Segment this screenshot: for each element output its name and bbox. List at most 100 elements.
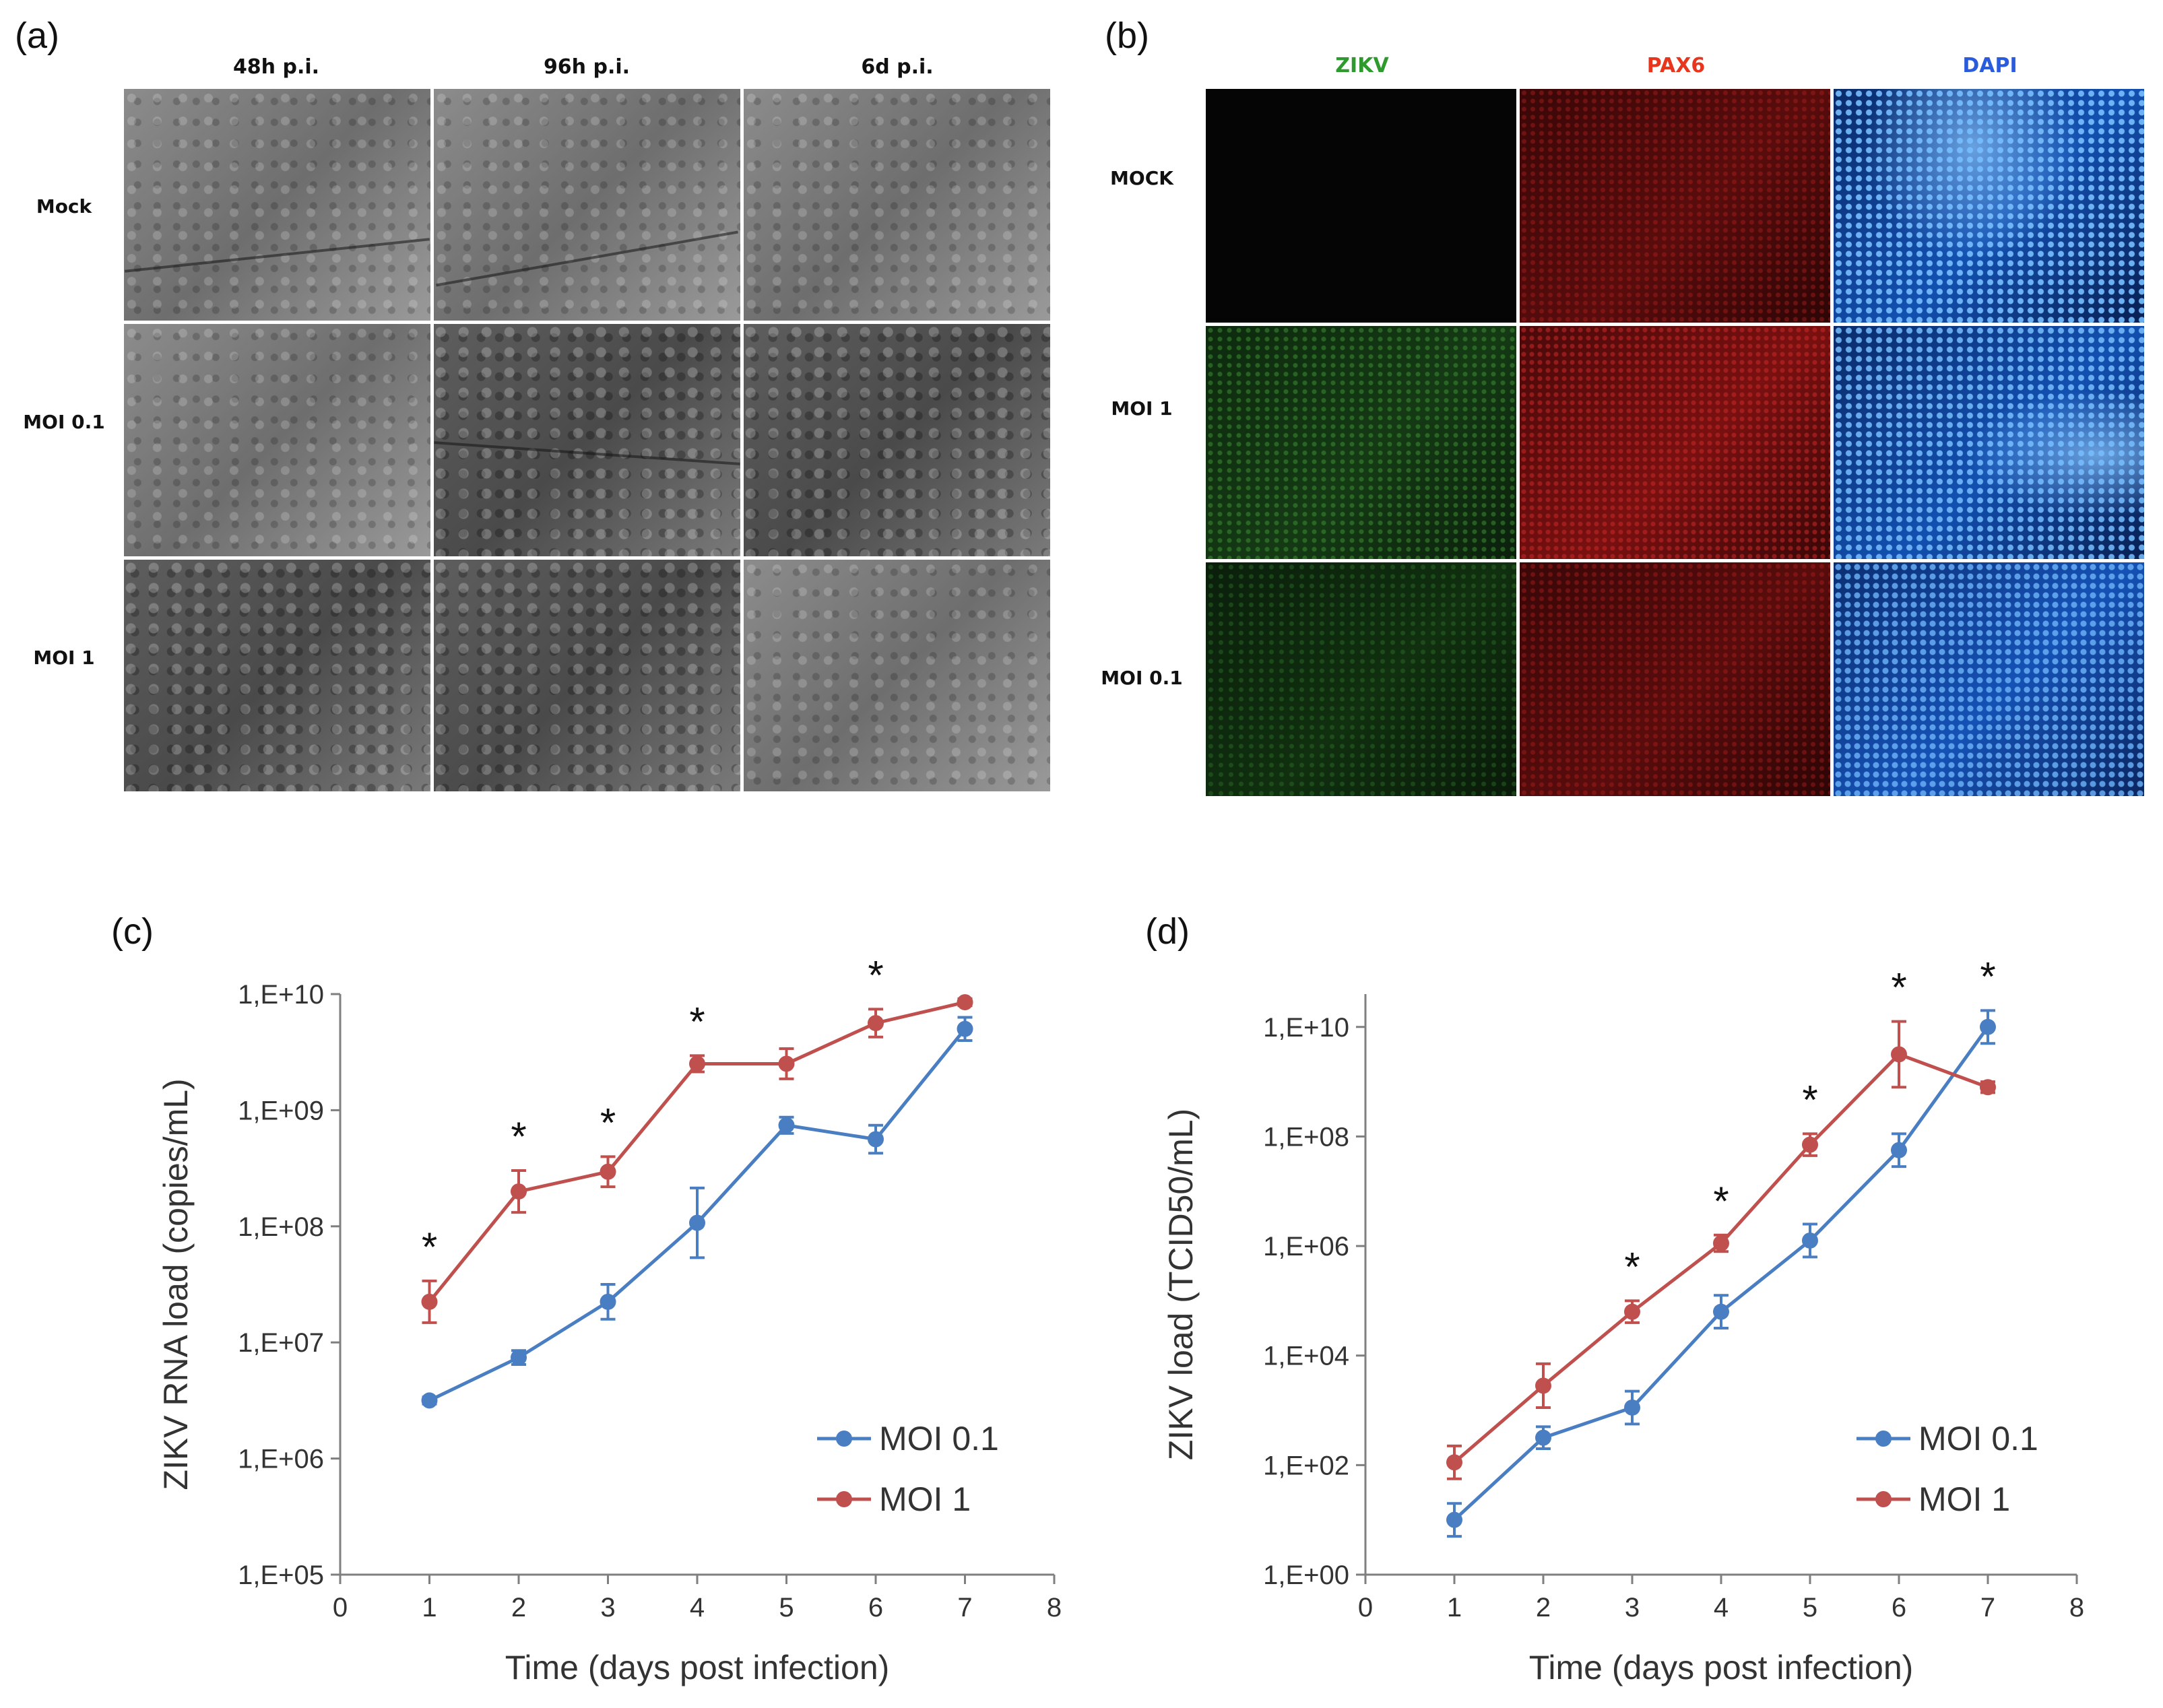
panel-b-col-pax6: PAX6 (1646, 54, 1706, 77)
significance-star: * (511, 1114, 526, 1159)
data-point (957, 1020, 973, 1037)
x-tick-label: 7 (1980, 1593, 1995, 1622)
fluor-moi1-dapi (1834, 325, 2144, 560)
data-point (600, 1163, 616, 1180)
data-point (957, 994, 973, 1011)
x-tick-label: 4 (1714, 1593, 1729, 1622)
y-tick-label: 1,E+05 (238, 1561, 324, 1590)
data-point (1891, 1046, 1907, 1063)
significance-star: * (689, 999, 705, 1044)
micrograph-mock-48h (124, 89, 430, 321)
y-tick-label: 1,E+10 (238, 980, 324, 1010)
y-tick-label: 1,E+08 (238, 1212, 324, 1242)
panel-b-fluorescence-grid (1206, 89, 2144, 796)
panel-a-letter: (a) (15, 15, 59, 56)
panel-a-col-48h: 48h p.i. (232, 55, 320, 79)
y-tick-label: 1,E+06 (1263, 1232, 1349, 1261)
data-point (421, 1392, 438, 1409)
legend-label: MOI 1 (879, 1480, 971, 1518)
panel-b-letter: (b) (1105, 15, 1149, 56)
data-point (1891, 1142, 1907, 1158)
x-tick-label: 8 (1047, 1593, 1062, 1622)
x-tick-label: 6 (868, 1593, 883, 1622)
data-point (1535, 1429, 1551, 1446)
panel-b-row-moi1: MOI 1 (1111, 397, 1173, 420)
legend-marker (836, 1491, 852, 1507)
y-tick-label: 1,E+02 (1263, 1451, 1349, 1480)
data-point (868, 1015, 884, 1032)
y-tick-label: 1,E+06 (238, 1445, 324, 1474)
data-point (421, 1293, 438, 1310)
x-axis-label: Time (days post infection) (1529, 1649, 1914, 1686)
x-tick-label: 1 (1447, 1593, 1462, 1622)
micrograph-mock-96h (434, 89, 740, 321)
panel-b-row-mock: MOCK (1110, 167, 1173, 189)
data-point (600, 1293, 616, 1310)
data-point (778, 1055, 795, 1072)
x-tick-label: 1 (422, 1593, 437, 1622)
y-axis-label: ZIKV RNA load (copies/mL) (157, 1078, 195, 1490)
chart-d: 0 1 2 3 4 5 6 7 8 1,E+00 1,E+02 1,E+04 1,E+06 1,E+08 1… (1162, 954, 2084, 1686)
data-point (689, 1055, 705, 1072)
x-tick-label: 3 (1625, 1593, 1640, 1622)
panel-a-micrograph-grid (124, 89, 1050, 791)
series-line-MOI01 (1453, 1026, 1990, 1521)
micrograph-moi1-48h (124, 559, 430, 791)
y-tick-label: 1,E+07 (238, 1328, 324, 1358)
panel-d-letter: (d) (1145, 911, 1190, 952)
micrograph-moi01-48h (124, 324, 430, 556)
legend-label: MOI 0.1 (1918, 1420, 2038, 1457)
y-tick-label: 1,E+04 (1263, 1342, 1349, 1371)
significance-star: * (868, 952, 883, 997)
micrograph-moi1-96h (434, 559, 740, 791)
x-tick-label: 5 (1803, 1593, 1817, 1622)
x-tick-label: 0 (1358, 1593, 1373, 1622)
panel-b-col-dapi: DAPI (1962, 54, 2017, 77)
data-point (1713, 1235, 1729, 1252)
fluor-mock-dapi (1834, 89, 2144, 323)
significance-star: * (1980, 954, 1995, 999)
data-point (1446, 1454, 1462, 1471)
data-point (1802, 1136, 1818, 1153)
data-point (1624, 1399, 1640, 1416)
data-point (778, 1117, 795, 1134)
fluor-mock-pax6 (1520, 89, 1830, 323)
legend-marker (1875, 1491, 1892, 1507)
data-point (1535, 1377, 1551, 1394)
panel-b-col-zikv: ZIKV (1335, 54, 1389, 77)
data-point (1802, 1232, 1818, 1249)
y-tick-label: 1,E+00 (1263, 1561, 1349, 1590)
significance-star: * (1713, 1179, 1729, 1224)
y-tick-label: 1,E+08 (1263, 1122, 1349, 1152)
y-tick-label: 1,E+10 (1263, 1013, 1349, 1043)
panel-a-row-moi1: MOI 1 (33, 647, 95, 669)
data-point (1980, 1079, 1996, 1096)
panel-a-row-moi01: MOI 0.1 (23, 411, 105, 433)
x-tick-label: 7 (957, 1593, 972, 1622)
panel-c-letter: (c) (111, 911, 154, 952)
x-tick-label: 3 (600, 1593, 615, 1622)
significance-star: * (600, 1100, 616, 1145)
legend-marker (1875, 1431, 1892, 1447)
chart-c: 0 1 2 3 4 5 6 7 8 1,E+05 1,E+06 1,E+07 1,E+08 1,E+09 1… (157, 952, 1062, 1686)
x-tick-label: 4 (690, 1593, 705, 1622)
x-axis-label: Time (days post infection) (505, 1649, 890, 1686)
data-point (1980, 1018, 1996, 1035)
data-point (689, 1214, 705, 1231)
data-point (511, 1349, 527, 1366)
data-point (1713, 1303, 1729, 1320)
x-tick-label: 2 (1536, 1593, 1551, 1622)
panel-a-col-6d: 6d p.i. (861, 55, 934, 79)
x-tick-label: 5 (779, 1593, 794, 1622)
micrograph-moi01-6d (744, 324, 1050, 556)
fluor-moi01-zikv (1206, 562, 1516, 796)
fluor-mock-zikv (1206, 89, 1516, 323)
x-tick-label: 8 (2069, 1593, 2084, 1622)
panel-a-col-96h: 96h p.i. (543, 55, 631, 79)
legend-label: MOI 1 (1918, 1480, 2010, 1518)
significance-star: * (1891, 965, 1906, 1010)
x-tick-label: 6 (1892, 1593, 1906, 1622)
series-line-MOI1 (1453, 1052, 1989, 1464)
fluor-moi1-zikv (1206, 325, 1516, 560)
data-point (511, 1183, 527, 1200)
